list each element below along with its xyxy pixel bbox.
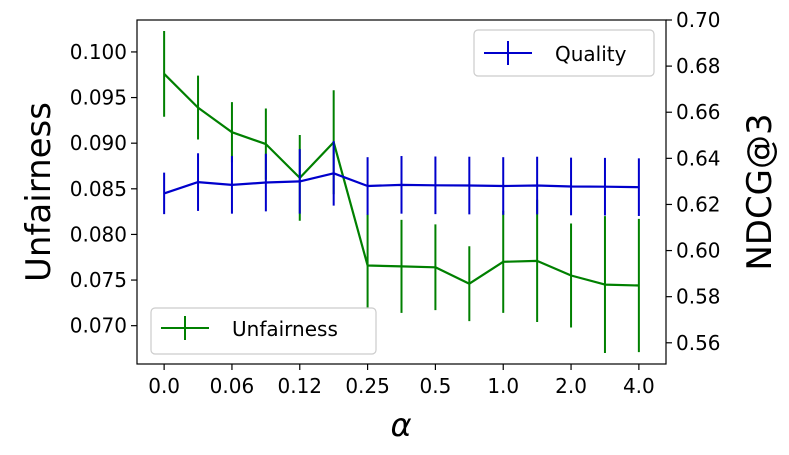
right-tick-label: 0.58 [676,285,721,309]
legend-unfairness: Unfairness [150,307,377,355]
left-tick-label: 0.080 [70,222,127,246]
x-tick-label: 0.25 [345,374,390,398]
x-tick-label: 0.5 [420,374,452,398]
x-tick-label: 0.06 [210,374,255,398]
right-tick-label: 0.62 [676,192,721,216]
left-tick-label: 0.075 [70,268,127,292]
x-axis-title: α [390,406,411,444]
x-tick-label: 1.0 [487,374,519,398]
x-axis: 0.0 0.06 0.12 0.25 0.5 1.0 2.0 4.0 [148,364,655,398]
x-tick-label: 0.12 [278,374,323,398]
series-quality [163,141,640,216]
left-tick-label: 0.090 [70,131,127,155]
x-tick-label: 4.0 [623,374,655,398]
right-tick-label: 0.68 [676,54,721,78]
right-tick-label: 0.56 [676,331,721,355]
y-axis-title-right: NDCG@3 [740,113,780,270]
left-tick-label: 0.095 [70,86,127,110]
quality-line [163,172,639,195]
right-tick-label: 0.70 [676,8,721,32]
y-axis-title-left: Unfairness [19,102,59,282]
left-tick-label: 0.085 [70,177,127,201]
right-tick-label: 0.66 [676,100,721,124]
plot-frame [136,19,667,365]
legend-box [473,29,655,77]
x-tick-label: 2.0 [555,374,587,398]
left-tick-label: 0.070 [70,314,127,338]
right-axis: 0.56 0.58 0.60 0.62 0.64 0.66 0.68 0.70 [666,8,721,355]
left-tick-label: 0.100 [70,40,127,64]
unfairness-line [163,73,639,287]
x-tick-label: 0.0 [148,374,180,398]
left-axis: 0.070 0.075 0.080 0.085 0.090 0.095 0.100 [70,40,137,338]
legend-quality: Quality [473,29,655,77]
plot-area [163,30,640,354]
legend-quality-label: Quality [555,42,627,66]
right-tick-label: 0.60 [676,239,721,263]
right-tick-label: 0.64 [676,146,721,170]
legend-unfairness-label: Unfairness [232,317,338,341]
legend-box [150,307,377,355]
